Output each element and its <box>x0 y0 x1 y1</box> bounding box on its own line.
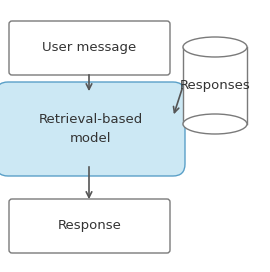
Text: User message: User message <box>42 42 137 54</box>
Text: Response: Response <box>58 220 122 233</box>
Text: Responses: Responses <box>180 79 250 92</box>
Bar <box>183 47 247 124</box>
Ellipse shape <box>183 37 247 57</box>
Ellipse shape <box>183 114 247 134</box>
FancyBboxPatch shape <box>9 199 170 253</box>
Text: Retrieval-based
model: Retrieval-based model <box>38 113 143 145</box>
FancyBboxPatch shape <box>0 82 185 176</box>
FancyBboxPatch shape <box>9 21 170 75</box>
